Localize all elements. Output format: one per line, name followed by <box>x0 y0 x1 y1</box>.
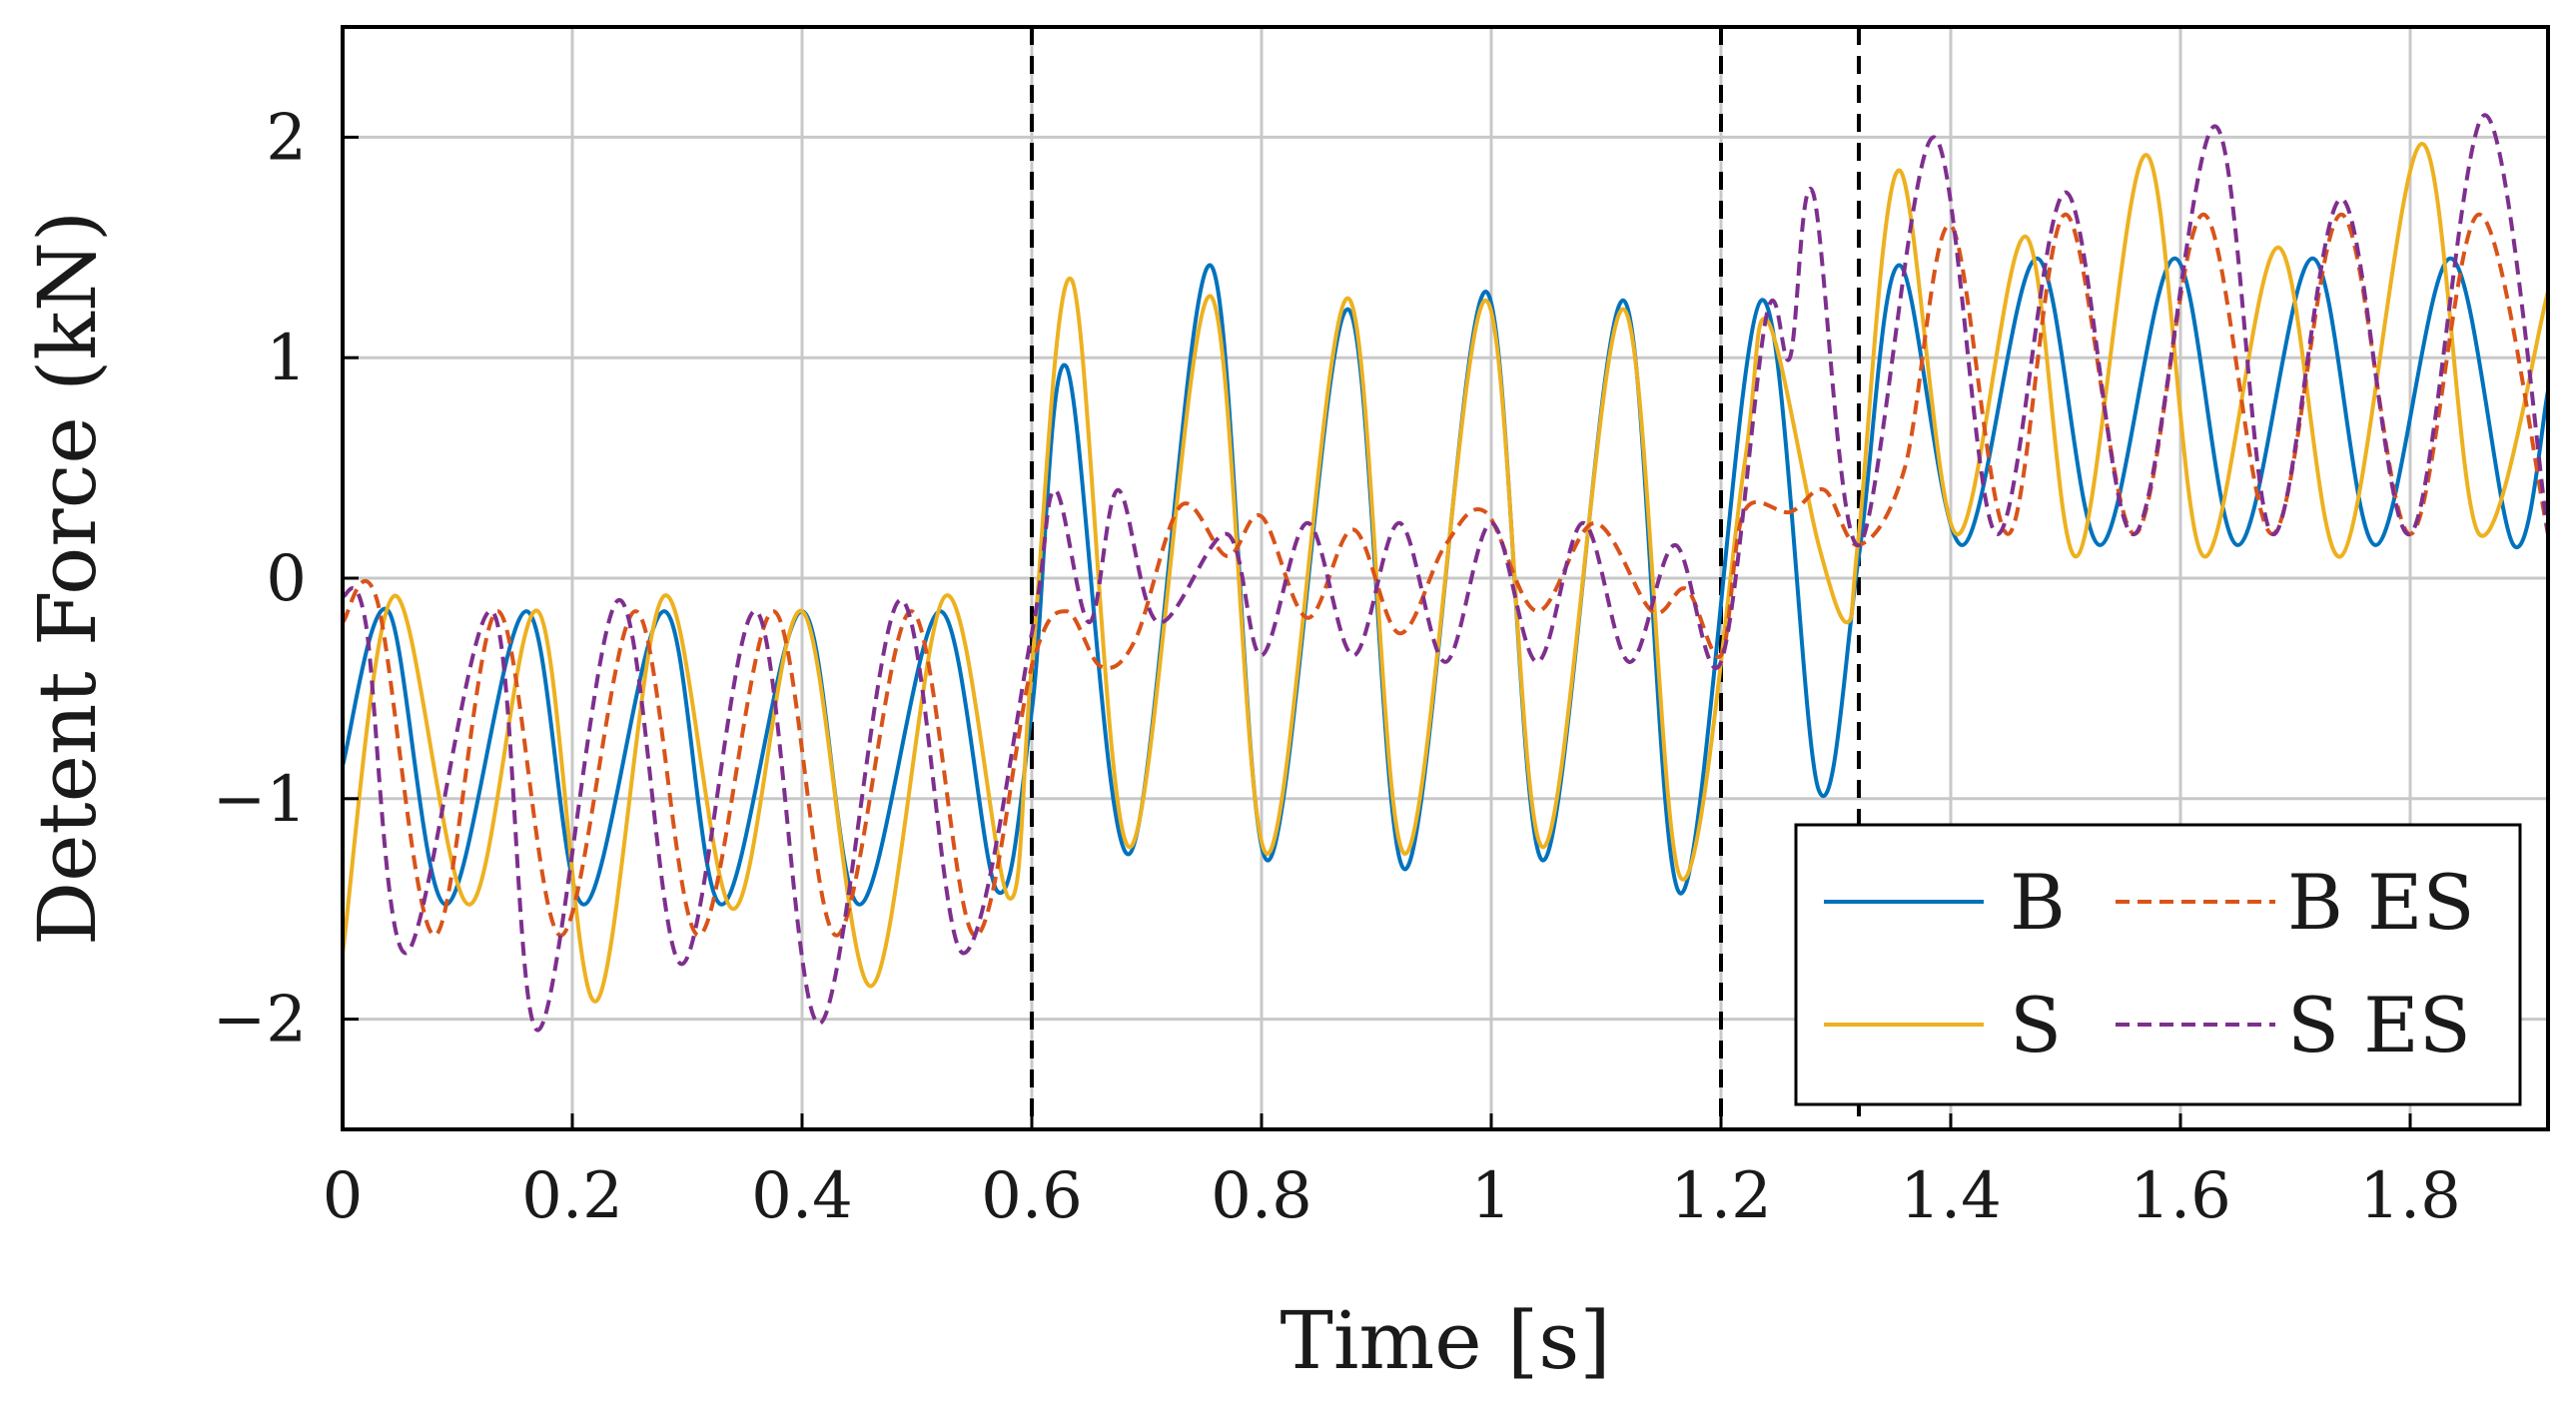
y-tick-label: −1 <box>213 763 307 837</box>
series-layer <box>341 113 2550 1033</box>
x-tick-label: 0 <box>323 1159 364 1233</box>
x-tick-label: 1.2 <box>1670 1159 1772 1233</box>
y-tick-label: −2 <box>213 984 307 1058</box>
y-axis-label: Detent Force (kN) <box>21 211 114 946</box>
x-tick-label: 1.6 <box>2130 1159 2231 1233</box>
vertical-markers <box>1030 27 1861 1129</box>
y-tick-label: 2 <box>266 101 307 175</box>
y-tick-label: 1 <box>266 322 307 395</box>
legend-label-s-es: S ES <box>2287 981 2471 1069</box>
x-tick-label: 1.4 <box>1900 1159 2002 1233</box>
legend-label-s: S <box>2010 981 2062 1069</box>
legend: B B ES S S ES <box>1794 823 2522 1106</box>
series-line-s <box>341 141 2550 1004</box>
x-tick-label: 1.8 <box>2359 1159 2461 1233</box>
x-tick-label: 0.8 <box>1211 1159 1312 1233</box>
x-tick-label: 0.2 <box>521 1159 623 1233</box>
x-axis-label: Time [s] <box>1280 1294 1610 1387</box>
legend-box <box>1794 823 2522 1106</box>
x-ticks: 0 0.2 0.4 0.6 0.8 1 1.2 1.4 1.6 1.8 <box>323 1113 2461 1233</box>
legend-label-b-es: B ES <box>2287 858 2475 947</box>
y-ticks: −2 −1 0 1 2 <box>213 101 359 1058</box>
x-tick-label: 1 <box>1471 1159 1512 1233</box>
y-tick-label: 0 <box>266 542 307 616</box>
legend-label-b: B <box>2010 858 2066 947</box>
series-line-b-es <box>341 212 2550 938</box>
x-tick-label: 0.4 <box>751 1159 853 1233</box>
x-tick-label: 0.6 <box>981 1159 1083 1233</box>
